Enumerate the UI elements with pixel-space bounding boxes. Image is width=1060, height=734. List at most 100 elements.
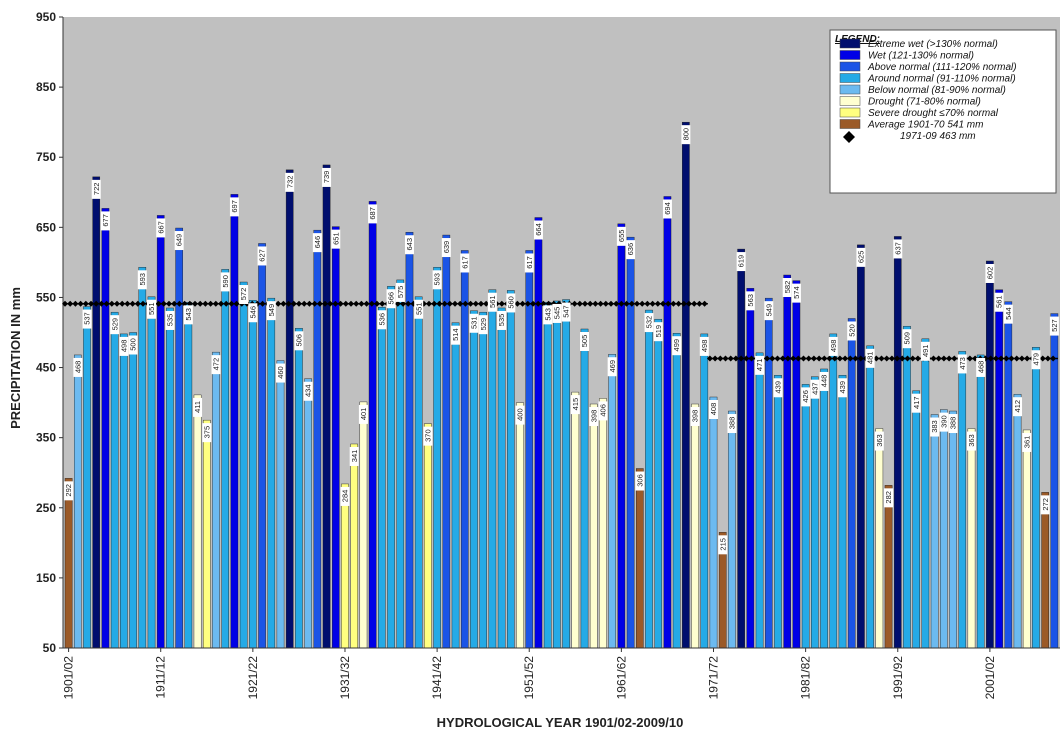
average-marker [545, 300, 552, 307]
value-label-text: 572 [239, 288, 248, 301]
bar [350, 443, 358, 649]
bar [893, 236, 902, 649]
value-label-text: 408 [709, 403, 718, 416]
value-label: 498 [828, 336, 838, 356]
y-tick-label: 250 [36, 501, 56, 515]
value-label-text: 625 [857, 251, 866, 264]
value-label: 434 [303, 381, 313, 401]
value-label: 574 [791, 283, 801, 303]
value-label-bg [294, 331, 304, 351]
average-marker [680, 300, 687, 307]
bar [709, 396, 718, 649]
average-marker [337, 300, 344, 307]
value-label-bg [1049, 316, 1059, 336]
value-label: 617 [460, 253, 469, 273]
value-label-text: 561 [488, 295, 497, 308]
bar [442, 234, 451, 649]
value-label-bg [441, 238, 451, 258]
value-label: 537 [82, 309, 92, 329]
bar [986, 260, 994, 649]
average-marker [181, 300, 188, 307]
average-marker [883, 355, 890, 362]
value-label-bg [902, 329, 912, 349]
x-axis: 1901/02 1911/12 1921/22 1931/32 1941/42 1951/… [62, 647, 1060, 699]
value-label-text: 412 [1013, 400, 1022, 413]
value-label-bg [957, 354, 967, 374]
value-label: 506 [294, 331, 304, 351]
value-label-bg [73, 357, 83, 377]
average-marker [478, 300, 484, 307]
value-label-bg [607, 357, 617, 377]
value-label-bg [82, 309, 92, 329]
value-label: 732 [285, 172, 294, 192]
value-label: 439 [837, 378, 847, 398]
value-label-text: 479 [1032, 353, 1041, 366]
value-label-bg [331, 229, 341, 249]
average-marker [613, 300, 620, 307]
value-label: 561 [487, 292, 497, 312]
average-marker [514, 300, 521, 307]
bar [811, 376, 819, 649]
average-marker [400, 300, 406, 307]
bar [193, 394, 202, 649]
value-label: 646 [312, 233, 322, 253]
value-label-bg [395, 282, 405, 302]
average-marker [108, 300, 115, 307]
value-label: 514 [451, 325, 460, 345]
value-label: 722 [91, 179, 101, 199]
value-label-text: 560 [506, 296, 515, 309]
value-label-bg [736, 252, 746, 272]
value-label-text: 361 [1022, 436, 1031, 449]
average-marker [524, 300, 531, 307]
bar [378, 307, 386, 649]
average-marker [446, 300, 453, 307]
value-label: 649 [174, 231, 184, 251]
average-marker [82, 300, 89, 307]
average-marker [1050, 355, 1057, 362]
average-marker [852, 355, 859, 362]
value-label: 398 [589, 407, 598, 427]
value-label: 439 [773, 378, 783, 398]
average-marker [457, 300, 464, 307]
value-label-text: 694 [663, 202, 672, 215]
average-marker [327, 300, 334, 307]
average-marker [790, 355, 797, 362]
value-label: 643 [404, 235, 414, 255]
legend-box [829, 29, 1057, 194]
average-marker [576, 300, 583, 307]
average-marker [103, 300, 110, 307]
value-label: 491 [920, 341, 930, 361]
average-marker [894, 355, 901, 362]
value-label: 560 [506, 293, 515, 313]
average-marker [129, 300, 136, 307]
average-marker [197, 300, 204, 307]
average-marker [1008, 355, 1015, 362]
average-marker [342, 300, 349, 307]
bar [903, 325, 911, 649]
value-label: 481 [865, 348, 875, 368]
value-label-text: 561 [995, 295, 1004, 308]
bar [589, 403, 598, 649]
value-label-bg [1013, 397, 1023, 417]
value-label: 473 [957, 354, 967, 374]
bar [322, 164, 331, 649]
bar [147, 296, 156, 649]
value-label-bg [635, 471, 645, 491]
value-label: 437 [810, 379, 819, 399]
bar [949, 410, 957, 649]
average-marker [119, 300, 126, 307]
value-label-bg [874, 431, 884, 451]
average-marker [836, 355, 843, 362]
average-marker [686, 300, 692, 307]
average-marker [394, 300, 401, 307]
value-label-bg [404, 235, 414, 255]
bar [875, 428, 884, 649]
value-label: 282 [884, 488, 893, 508]
value-label: 694 [662, 199, 672, 219]
value-label-bg [847, 321, 857, 341]
average-marker [306, 300, 313, 307]
value-label-text: 527 [1050, 319, 1059, 332]
average-marker [670, 300, 677, 307]
value-label-bg [432, 270, 442, 290]
